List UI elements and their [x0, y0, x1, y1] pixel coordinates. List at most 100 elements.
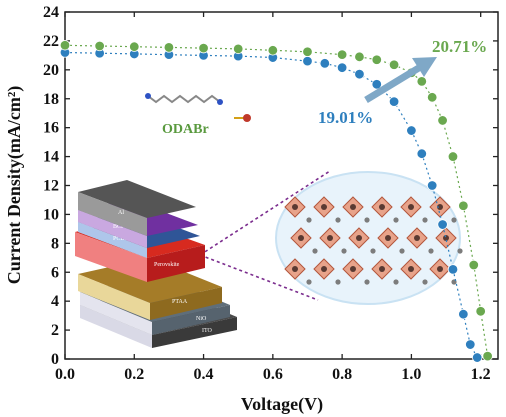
lattice-cation: [364, 217, 370, 223]
y-tick-label: 16: [43, 120, 59, 137]
lattice-cation: [422, 217, 428, 223]
data-point: [437, 115, 448, 126]
series-line-1: [64, 44, 489, 357]
layer-ito-side: [80, 305, 152, 348]
lattice-atom: [298, 235, 304, 241]
data-point: [447, 264, 459, 275]
y-tick-label: 2: [51, 322, 59, 339]
callout-line-top: [199, 170, 331, 256]
lattice-cation: [399, 248, 405, 254]
efficiency-label-green: 20.71%: [432, 37, 487, 56]
improvement-arrow: [364, 57, 437, 103]
y-tick-label: 6: [51, 264, 59, 281]
y-tick-label: 4: [51, 293, 59, 310]
x-tick-label: 0.2: [124, 366, 144, 383]
lattice-atom: [408, 266, 414, 272]
data-point: [458, 200, 469, 211]
lattice-atom: [443, 235, 449, 241]
y-tick-label: 0: [51, 351, 59, 368]
data-series: [59, 40, 493, 363]
data-point: [336, 62, 348, 73]
data-point: [416, 76, 427, 87]
data-point: [302, 55, 313, 67]
data-point: [416, 148, 427, 159]
data-point: [232, 43, 244, 55]
lattice-atom: [350, 266, 356, 272]
y-tick-label: 20: [43, 62, 59, 79]
data-point: [371, 79, 382, 90]
data-point: [426, 180, 438, 191]
x-tick-label: 0.4: [194, 366, 214, 383]
crystal-structure-inset: [275, 171, 463, 305]
y-tick-label: 18: [43, 91, 59, 108]
lattice-cation: [306, 279, 312, 285]
x-tick-label: 1.0: [401, 366, 421, 383]
layer-al-label: Al: [118, 210, 124, 216]
data-point: [163, 42, 175, 53]
lattice-atom: [414, 235, 420, 241]
y-tick-label: 22: [43, 33, 59, 50]
nitrogen-atom: [145, 93, 151, 99]
data-point: [388, 59, 400, 70]
lattice-cation: [457, 248, 463, 254]
layer-bcp-side: [78, 210, 147, 248]
lattice-atom: [327, 235, 333, 241]
crystal-lattice: [284, 196, 463, 285]
lattice-atom: [437, 266, 443, 272]
data-point: [354, 68, 365, 80]
data-point: [472, 352, 483, 363]
data-point: [198, 42, 209, 54]
layer-nio-side: [80, 292, 152, 335]
lattice-atom: [321, 266, 327, 272]
data-point: [447, 151, 459, 162]
device-stack-inset: ITO NiO PTAA Perovskite PCBM BCP Al: [75, 180, 237, 348]
data-point: [388, 96, 400, 107]
layer-ptaa-side: [78, 274, 150, 320]
data-point: [406, 125, 417, 136]
x-tick-label: 0.0: [55, 366, 75, 383]
lattice-cation: [312, 248, 318, 254]
y-tick-label: 14: [43, 149, 59, 166]
arrow-head: [412, 57, 437, 77]
data-point: [426, 92, 438, 103]
lattice-cation: [370, 248, 376, 254]
data-point: [475, 306, 486, 317]
layer-ito-label: ITO: [202, 328, 213, 334]
layer-perovskite-label: Perovskite: [154, 262, 180, 268]
lattice-atom: [292, 204, 298, 210]
data-point: [354, 51, 365, 63]
data-point: [59, 40, 71, 51]
lattice-cation: [428, 248, 434, 254]
lattice-atom: [385, 235, 391, 241]
lattice-atom: [356, 235, 362, 241]
lattice-cation: [335, 217, 341, 223]
lattice-cation: [451, 217, 457, 223]
nitrogen-atom-2: [217, 99, 223, 105]
lattice-cation: [335, 279, 341, 285]
layer-al-side: [78, 192, 147, 236]
layer-nio-label: NiO: [196, 316, 207, 322]
lattice-atom: [350, 204, 356, 210]
layer-pcbm-side: [78, 222, 147, 258]
y-tick-label: 24: [43, 4, 59, 21]
data-point: [302, 46, 313, 57]
y-axis-title: Current Density(mA/cm²): [4, 86, 25, 285]
data-point: [458, 308, 469, 320]
layer-bcp-label: BCP: [113, 224, 125, 230]
x-tick-label: 0.8: [332, 366, 352, 383]
lattice-atom: [408, 204, 414, 210]
data-point: [482, 350, 493, 362]
layer-ito-front: [152, 317, 237, 348]
data-point: [129, 41, 140, 52]
lattice-atom: [379, 266, 385, 272]
lattice-cation: [393, 217, 399, 223]
y-tick-label: 10: [43, 206, 59, 223]
y-tick-label: 8: [51, 235, 59, 252]
data-point: [465, 339, 476, 350]
molecule-chain: [147, 94, 221, 104]
data-point: [371, 54, 382, 65]
layer-ptaa-front: [150, 287, 222, 320]
x-axis-ticks: 0.0 0.2 0.4 0.6 0.8 1.0 1.2: [55, 12, 491, 383]
bromide-atom: [243, 114, 251, 122]
